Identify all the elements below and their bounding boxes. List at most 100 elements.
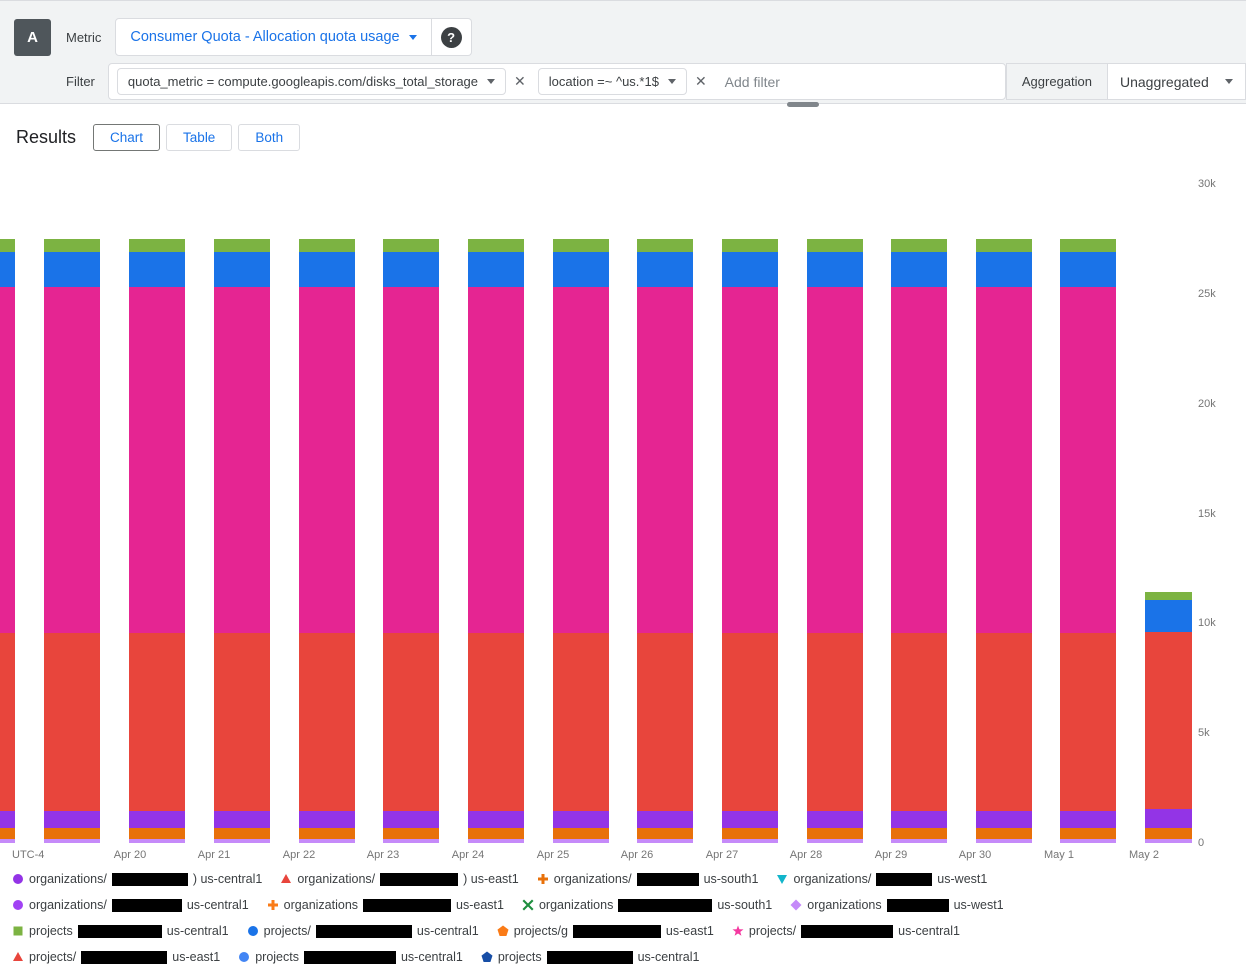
bar-segment-pink[interactable] [1060,287,1116,634]
bar-segment-violet[interactable] [299,838,355,843]
filter-chip-quota-metric[interactable]: quota_metric = compute.googleapis.com/di… [116,68,507,95]
bar-segment-orange[interactable] [1145,827,1192,839]
legend-entry[interactable]: organizations us-south1 [522,898,772,912]
bar-segment-pink[interactable] [214,287,270,634]
bar-segment-blue[interactable] [891,252,947,288]
bar-segment-violet[interactable] [637,838,693,843]
stacked-bar[interactable] [468,238,524,843]
bar-segment-red[interactable] [976,633,1032,812]
tab-both[interactable]: Both [238,124,301,151]
bar-segment-orange[interactable] [44,827,100,839]
bar-segment-green[interactable] [976,238,1032,253]
bar-segment-pink[interactable] [891,287,947,634]
bar-segment-orange[interactable] [299,827,355,839]
bar-segment-orange[interactable] [891,827,947,839]
legend-entry[interactable]: organizations us-west1 [790,898,1004,912]
add-filter-input[interactable]: Add filter [724,73,780,90]
stacked-bar[interactable] [722,238,778,843]
bar-segment-orange[interactable] [553,827,609,839]
bar-segment-green[interactable] [1145,591,1192,601]
bar-segment-purple[interactable] [129,811,185,828]
bar-segment-purple[interactable] [637,811,693,828]
bar-segment-red[interactable] [214,633,270,812]
bar-segment-pink[interactable] [637,287,693,634]
bar-segment-violet[interactable] [553,838,609,843]
bar-segment-violet[interactable] [44,838,100,843]
bar-segment-orange[interactable] [468,827,524,839]
bar-segment-pink[interactable] [553,287,609,634]
bar-segment-blue[interactable] [1060,252,1116,288]
bar-segment-purple[interactable] [383,811,439,828]
bar-segment-blue[interactable] [722,252,778,288]
bar-segment-blue[interactable] [468,252,524,288]
bar-segment-purple[interactable] [807,811,863,828]
stacked-bar[interactable] [637,238,693,843]
bar-segment-red[interactable] [0,633,15,812]
bar-segment-orange[interactable] [637,827,693,839]
bar-segment-green[interactable] [807,238,863,253]
bar-segment-red[interactable] [129,633,185,812]
bar-segment-blue[interactable] [299,252,355,288]
bar-segment-green[interactable] [637,238,693,253]
filter-box[interactable]: quota_metric = compute.googleapis.com/di… [107,63,1006,100]
bar-segment-blue[interactable] [637,252,693,288]
bar-segment-green[interactable] [299,238,355,253]
bar-segment-violet[interactable] [0,838,15,843]
bar-segment-pink[interactable] [976,287,1032,634]
bar-segment-pink[interactable] [383,287,439,634]
filter-chip-location[interactable]: location =~ ^us.*1$ [537,68,687,95]
legend-entry[interactable]: organizations/ us-central1 [12,898,249,912]
bar-segment-green[interactable] [383,238,439,253]
bar-segment-purple[interactable] [1145,808,1192,828]
bar-segment-violet[interactable] [383,838,439,843]
stacked-bar[interactable] [1060,238,1116,843]
bar-segment-red[interactable] [891,633,947,812]
remove-filter-button[interactable]: ✕ [694,73,707,89]
bar-segment-orange[interactable] [1060,827,1116,839]
stacked-bar[interactable] [0,238,15,843]
stacked-bar[interactable] [553,238,609,843]
bar-segment-blue[interactable] [0,252,15,288]
bar-segment-blue[interactable] [1145,600,1192,633]
bar-segment-pink[interactable] [129,287,185,634]
bar-segment-violet[interactable] [214,838,270,843]
legend-entry[interactable]: projects/ us-central1 [247,924,479,938]
legend-entry[interactable]: projects us-central1 [481,950,699,964]
legend-entry[interactable]: organizations/ us-west1 [776,872,987,886]
resize-handle[interactable] [787,102,819,107]
bar-segment-pink[interactable] [44,287,100,634]
bar-segment-red[interactable] [553,633,609,812]
legend-entry[interactable]: projects/ us-east1 [12,950,220,964]
bar-segment-red[interactable] [722,633,778,812]
bar-segment-red[interactable] [1060,633,1116,812]
stacked-bar[interactable] [44,238,100,843]
bar-segment-green[interactable] [1060,238,1116,253]
bar-segment-purple[interactable] [0,811,15,828]
bar-segment-green[interactable] [722,238,778,253]
bar-segment-pink[interactable] [0,287,15,634]
bar-segment-orange[interactable] [976,827,1032,839]
stacked-bar[interactable] [807,238,863,843]
bar-segment-purple[interactable] [214,811,270,828]
legend-entry[interactable]: organizations us-east1 [267,898,504,912]
stacked-bar[interactable] [1145,591,1192,843]
tab-table[interactable]: Table [166,124,233,151]
legend-entry[interactable]: organizations/) us-central1 [12,872,262,886]
bar-segment-green[interactable] [553,238,609,253]
bar-segment-green[interactable] [44,238,100,253]
bar-segment-red[interactable] [1145,632,1192,809]
bar-segment-violet[interactable] [891,838,947,843]
bar-segment-purple[interactable] [891,811,947,828]
legend-entry[interactable]: organizations/ us-south1 [537,872,758,886]
bar-segment-purple[interactable] [44,811,100,828]
bar-segment-pink[interactable] [468,287,524,634]
bar-segment-pink[interactable] [722,287,778,634]
bar-segment-violet[interactable] [807,838,863,843]
bar-segment-red[interactable] [468,633,524,812]
stacked-bar[interactable] [129,238,185,843]
bar-segment-violet[interactable] [722,838,778,843]
bar-segment-red[interactable] [44,633,100,812]
bar-segment-blue[interactable] [129,252,185,288]
bar-segment-blue[interactable] [553,252,609,288]
bar-segment-violet[interactable] [1145,838,1192,843]
